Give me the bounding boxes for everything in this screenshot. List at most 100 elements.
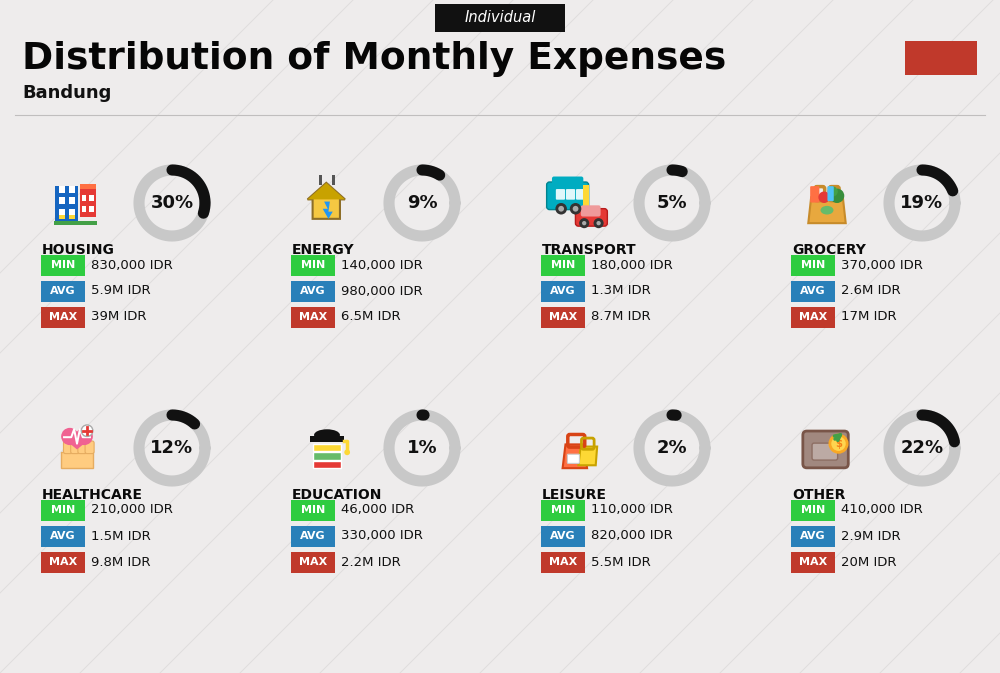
Text: 1%: 1% (407, 439, 437, 457)
Text: 39M IDR: 39M IDR (91, 310, 146, 324)
Circle shape (596, 221, 601, 225)
Circle shape (830, 435, 847, 452)
Text: 20M IDR: 20M IDR (841, 555, 896, 569)
Text: Bandung: Bandung (22, 84, 111, 102)
Text: 19%: 19% (900, 194, 944, 212)
FancyBboxPatch shape (71, 441, 80, 454)
FancyBboxPatch shape (827, 186, 834, 201)
Text: 410,000 IDR: 410,000 IDR (841, 503, 923, 516)
Text: MIN: MIN (51, 505, 75, 515)
Text: 180,000 IDR: 180,000 IDR (591, 258, 673, 271)
Text: 2.6M IDR: 2.6M IDR (841, 285, 901, 297)
FancyBboxPatch shape (556, 189, 565, 200)
Text: 820,000 IDR: 820,000 IDR (591, 530, 673, 542)
FancyBboxPatch shape (791, 254, 835, 275)
FancyBboxPatch shape (82, 195, 86, 201)
FancyBboxPatch shape (435, 4, 565, 32)
Text: Distribution of Monthly Expenses: Distribution of Monthly Expenses (22, 41, 726, 77)
FancyBboxPatch shape (583, 185, 589, 207)
Text: 22%: 22% (900, 439, 944, 457)
FancyBboxPatch shape (810, 186, 819, 203)
Text: 46,000 IDR: 46,000 IDR (341, 503, 414, 516)
Circle shape (61, 428, 78, 445)
Text: AVG: AVG (800, 286, 826, 296)
Circle shape (76, 428, 93, 445)
Polygon shape (61, 437, 93, 450)
Circle shape (573, 206, 578, 211)
FancyBboxPatch shape (59, 215, 65, 219)
FancyBboxPatch shape (541, 526, 585, 546)
FancyBboxPatch shape (905, 41, 977, 75)
Text: MAX: MAX (799, 557, 827, 567)
FancyBboxPatch shape (791, 306, 835, 328)
FancyBboxPatch shape (291, 281, 335, 302)
Text: MAX: MAX (49, 312, 77, 322)
Text: 330,000 IDR: 330,000 IDR (341, 530, 423, 542)
Text: 5%: 5% (657, 194, 687, 212)
Polygon shape (323, 201, 333, 219)
FancyBboxPatch shape (59, 186, 65, 193)
Circle shape (570, 203, 581, 215)
Text: LEISURE: LEISURE (542, 488, 607, 502)
FancyBboxPatch shape (310, 437, 344, 442)
FancyBboxPatch shape (78, 441, 87, 454)
Text: 1.5M IDR: 1.5M IDR (91, 530, 151, 542)
FancyBboxPatch shape (80, 186, 96, 217)
FancyBboxPatch shape (541, 551, 585, 573)
Polygon shape (61, 452, 93, 468)
Text: AVG: AVG (800, 531, 826, 541)
FancyBboxPatch shape (791, 551, 835, 573)
FancyBboxPatch shape (41, 306, 85, 328)
Text: 2.9M IDR: 2.9M IDR (841, 530, 901, 542)
Text: AVG: AVG (300, 531, 326, 541)
Text: 9.8M IDR: 9.8M IDR (91, 555, 150, 569)
Text: 2.2M IDR: 2.2M IDR (341, 555, 401, 569)
FancyBboxPatch shape (567, 454, 579, 464)
Text: MIN: MIN (301, 260, 325, 270)
Text: MIN: MIN (301, 505, 325, 515)
Text: 140,000 IDR: 140,000 IDR (341, 258, 423, 271)
Text: MAX: MAX (799, 312, 827, 322)
Text: 2%: 2% (657, 439, 687, 457)
FancyBboxPatch shape (69, 215, 75, 219)
FancyBboxPatch shape (541, 499, 585, 520)
Text: 830,000 IDR: 830,000 IDR (91, 258, 173, 271)
Text: 210,000 IDR: 210,000 IDR (91, 503, 173, 516)
FancyBboxPatch shape (552, 176, 583, 189)
FancyBboxPatch shape (59, 209, 65, 216)
FancyBboxPatch shape (41, 281, 85, 302)
FancyBboxPatch shape (89, 195, 94, 201)
FancyBboxPatch shape (791, 526, 835, 546)
Text: 5.5M IDR: 5.5M IDR (591, 555, 651, 569)
FancyBboxPatch shape (291, 254, 335, 275)
FancyBboxPatch shape (55, 186, 78, 223)
Text: 1.3M IDR: 1.3M IDR (591, 285, 651, 297)
Circle shape (558, 206, 564, 211)
Text: TRANSPORT: TRANSPORT (542, 243, 637, 257)
Text: 17M IDR: 17M IDR (841, 310, 897, 324)
Text: MAX: MAX (299, 312, 327, 322)
FancyBboxPatch shape (82, 206, 86, 211)
Text: MAX: MAX (299, 557, 327, 567)
Text: HEALTHCARE: HEALTHCARE (42, 488, 143, 502)
FancyBboxPatch shape (581, 205, 601, 217)
Text: Individual: Individual (464, 11, 536, 26)
Text: HOUSING: HOUSING (42, 243, 115, 257)
Text: 9%: 9% (407, 194, 437, 212)
FancyBboxPatch shape (69, 209, 75, 216)
Circle shape (594, 218, 604, 228)
FancyBboxPatch shape (291, 526, 335, 546)
FancyBboxPatch shape (63, 441, 73, 454)
Circle shape (344, 450, 350, 455)
FancyBboxPatch shape (80, 184, 96, 188)
Text: MAX: MAX (549, 557, 577, 567)
Text: AVG: AVG (550, 531, 576, 541)
Text: 980,000 IDR: 980,000 IDR (341, 285, 423, 297)
Text: 110,000 IDR: 110,000 IDR (591, 503, 673, 516)
FancyBboxPatch shape (541, 254, 585, 275)
Ellipse shape (821, 206, 833, 215)
Text: 12%: 12% (150, 439, 194, 457)
Text: EDUCATION: EDUCATION (292, 488, 382, 502)
FancyBboxPatch shape (291, 499, 335, 520)
Text: MIN: MIN (551, 260, 575, 270)
